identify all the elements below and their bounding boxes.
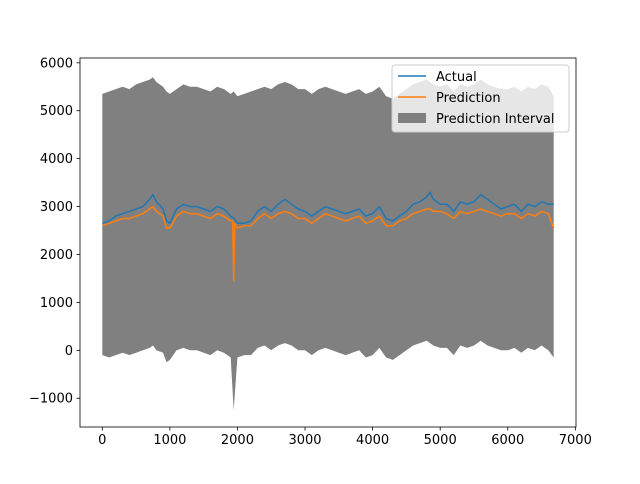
y-tick-label: 2000 <box>40 248 73 263</box>
legend-label-prediction-interval: Prediction Interval <box>436 112 555 127</box>
x-tick-label: 1000 <box>153 433 186 448</box>
y-tick-label: 4000 <box>40 152 73 167</box>
y-tick-label: −1000 <box>29 392 73 407</box>
y-tick-label: 5000 <box>40 104 73 119</box>
legend-box <box>391 64 570 133</box>
legend-label-prediction: Prediction <box>436 91 501 106</box>
y-tick-label: 0 <box>65 344 73 359</box>
prediction-interval-band <box>102 77 554 411</box>
series-line-prediction <box>102 205 555 282</box>
x-tick-label: 7000 <box>559 433 592 448</box>
legend: Actual Prediction Prediction Interval <box>391 64 570 133</box>
x-tick-label: 5000 <box>424 433 457 448</box>
legend-label-actual: Actual <box>436 70 477 85</box>
y-tick-label: 1000 <box>40 296 73 311</box>
x-tick-label: 3000 <box>288 433 321 448</box>
y-tick-label: 3000 <box>40 200 73 215</box>
x-tick-label: 6000 <box>491 433 524 448</box>
axes-frame <box>79 57 577 428</box>
plot-area <box>102 77 555 411</box>
x-tick-label: 4000 <box>356 433 389 448</box>
axes: 0 1000 2000 3000 4000 5000 6000 7000 −1000 0 1000 2… <box>29 56 592 448</box>
legend-swatch-prediction-interval <box>398 113 426 123</box>
y-tick-label: 6000 <box>40 56 73 71</box>
x-tick-label: 0 <box>98 433 106 448</box>
series-line-actual <box>102 191 554 225</box>
x-tick-label: 2000 <box>221 433 254 448</box>
